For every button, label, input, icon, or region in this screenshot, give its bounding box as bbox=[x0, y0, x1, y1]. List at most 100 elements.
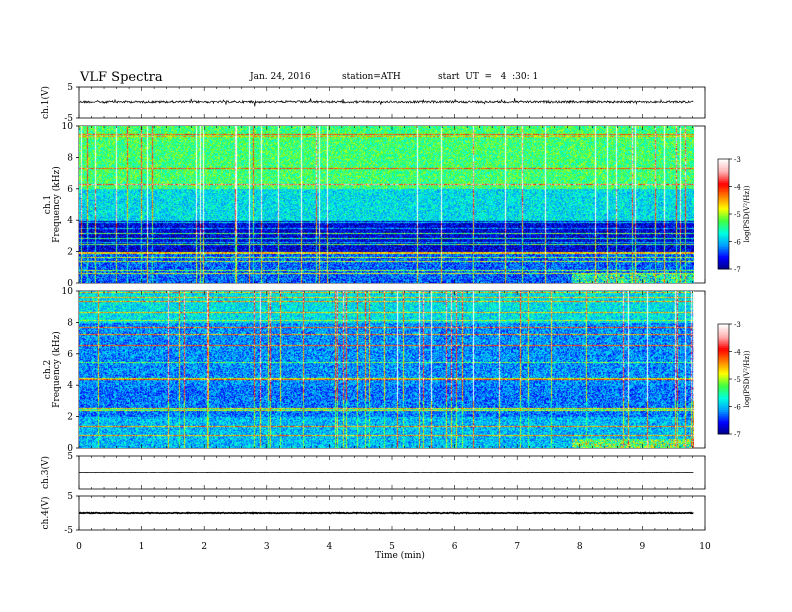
y-tick-label: -5 bbox=[64, 526, 73, 536]
colorbar-cell bbox=[718, 380, 729, 384]
colorbar-label: log(PSD(V²/Hz)) bbox=[743, 350, 751, 407]
colorbar-cell bbox=[718, 413, 729, 417]
colorbar-cell bbox=[718, 375, 729, 378]
colorbar-cell bbox=[718, 263, 729, 266]
colorbar-cell bbox=[718, 192, 729, 195]
colorbar-cell bbox=[718, 259, 729, 263]
colorbar-cell bbox=[718, 186, 729, 189]
colorbar-cell bbox=[718, 170, 729, 173]
y-tick-label: 5 bbox=[67, 492, 73, 502]
y-tick-label: 5 bbox=[67, 83, 73, 93]
colorbar-cell bbox=[718, 360, 729, 363]
x-tick-label: 7 bbox=[514, 542, 520, 552]
colorbar-cell bbox=[718, 252, 729, 255]
colorbar-cell bbox=[718, 230, 729, 233]
waveform-ch4V bbox=[78, 511, 694, 515]
colorbar-cell bbox=[718, 267, 729, 270]
x-tick-label: 4 bbox=[327, 542, 333, 552]
colorbar-cell bbox=[718, 245, 729, 248]
colorbar-cell bbox=[718, 234, 729, 237]
colorbar-cell bbox=[718, 351, 729, 354]
colorbar-cell bbox=[718, 424, 729, 428]
colorbar-cell bbox=[718, 377, 729, 380]
colorbar-cell bbox=[718, 254, 729, 257]
y-tick-label: 0 bbox=[67, 279, 73, 289]
y-axis-label: ch.4(V) bbox=[40, 497, 51, 530]
y-tick-label: 0 bbox=[67, 444, 73, 454]
colorbar-cell bbox=[718, 335, 729, 338]
colorbar-cell bbox=[718, 362, 729, 365]
colorbar-cell bbox=[718, 325, 729, 329]
colorbar-cell bbox=[718, 340, 729, 343]
colorbar-tick-label: -3 bbox=[734, 156, 741, 164]
colorbar-cell bbox=[718, 177, 729, 180]
x-tick-label: 5 bbox=[389, 542, 395, 552]
colorbar-cell bbox=[718, 346, 729, 349]
y-tick-label: 6 bbox=[67, 185, 73, 195]
colorbar-cell bbox=[718, 388, 729, 391]
y-tick-label: 4 bbox=[67, 216, 73, 226]
colorbar-tick-label: -4 bbox=[734, 349, 741, 357]
colorbar-cell bbox=[718, 432, 729, 435]
date-label: Jan. 24, 2016 bbox=[250, 72, 311, 82]
colorbar-cell bbox=[718, 342, 729, 345]
colorbar-cell bbox=[718, 199, 729, 202]
colorbar-tick-label: -5 bbox=[734, 376, 741, 384]
colorbar-cell bbox=[718, 265, 729, 268]
colorbar-cell bbox=[718, 402, 729, 406]
colorbar-cell bbox=[718, 415, 729, 418]
colorbar-cell bbox=[718, 162, 729, 165]
y-tick-label: 4 bbox=[67, 381, 73, 391]
colorbar-cell bbox=[718, 423, 729, 426]
colorbar-cell bbox=[718, 201, 729, 204]
colorbar-cell bbox=[718, 368, 729, 371]
x-axis-label: Time (min) bbox=[375, 550, 425, 561]
chart-title: VLF Spectra bbox=[80, 70, 163, 85]
y-axis-label: ch.1 bbox=[43, 195, 53, 214]
x-tick-label: 8 bbox=[577, 542, 583, 552]
colorbar-cell bbox=[718, 173, 729, 176]
y-axis-label: ch.3(V) bbox=[40, 456, 51, 489]
colorbar-tick-label: -7 bbox=[734, 431, 741, 439]
colorbar-cell bbox=[718, 171, 729, 175]
colorbar-cell bbox=[718, 247, 729, 250]
colorbar-cell bbox=[718, 236, 729, 239]
colorbar-cell bbox=[718, 160, 729, 164]
colorbar-label: log(PSD(V²/Hz)) bbox=[743, 185, 751, 242]
colorbar-cell bbox=[718, 386, 729, 389]
x-tick-label: 10 bbox=[699, 542, 711, 552]
colorbar-cell bbox=[718, 219, 729, 222]
colorbar-cell bbox=[718, 226, 729, 230]
start-time-label: start UT = 4 :30: 1 bbox=[438, 72, 539, 82]
colorbar-cell bbox=[718, 210, 729, 213]
colorbar-cell bbox=[718, 410, 729, 413]
colorbar-cell bbox=[718, 237, 729, 241]
x-tick-label: 6 bbox=[452, 542, 458, 552]
y-tick-label: 8 bbox=[67, 153, 73, 163]
colorbar-cell bbox=[718, 366, 729, 369]
y-axis-label: ch.2 bbox=[43, 360, 53, 379]
colorbar-cell bbox=[718, 382, 729, 385]
colorbar-cell bbox=[718, 258, 729, 261]
colorbar-cell bbox=[718, 164, 729, 167]
colorbar-cell bbox=[718, 248, 729, 252]
colorbar-cell bbox=[718, 379, 729, 382]
colorbar-cell bbox=[718, 347, 729, 351]
colorbar-cell bbox=[718, 428, 729, 431]
colorbar-cell bbox=[718, 206, 729, 209]
colorbar-cell bbox=[718, 243, 729, 246]
colorbar-cell bbox=[718, 336, 729, 340]
colorbar-cell bbox=[718, 195, 729, 198]
colorbar-cell bbox=[718, 256, 729, 259]
colorbar-cell bbox=[718, 395, 729, 398]
colorbar-cell bbox=[718, 430, 729, 433]
colorbar-cell bbox=[718, 261, 729, 264]
colorbar-cell bbox=[718, 426, 729, 429]
colorbar-cell bbox=[718, 419, 729, 422]
colorbar-cell bbox=[718, 215, 729, 219]
y-tick-label: 10 bbox=[62, 287, 74, 297]
y-tick-label: 8 bbox=[67, 318, 73, 328]
colorbar-cell bbox=[718, 203, 729, 206]
y-axis-label: ch.1(V) bbox=[40, 86, 51, 119]
